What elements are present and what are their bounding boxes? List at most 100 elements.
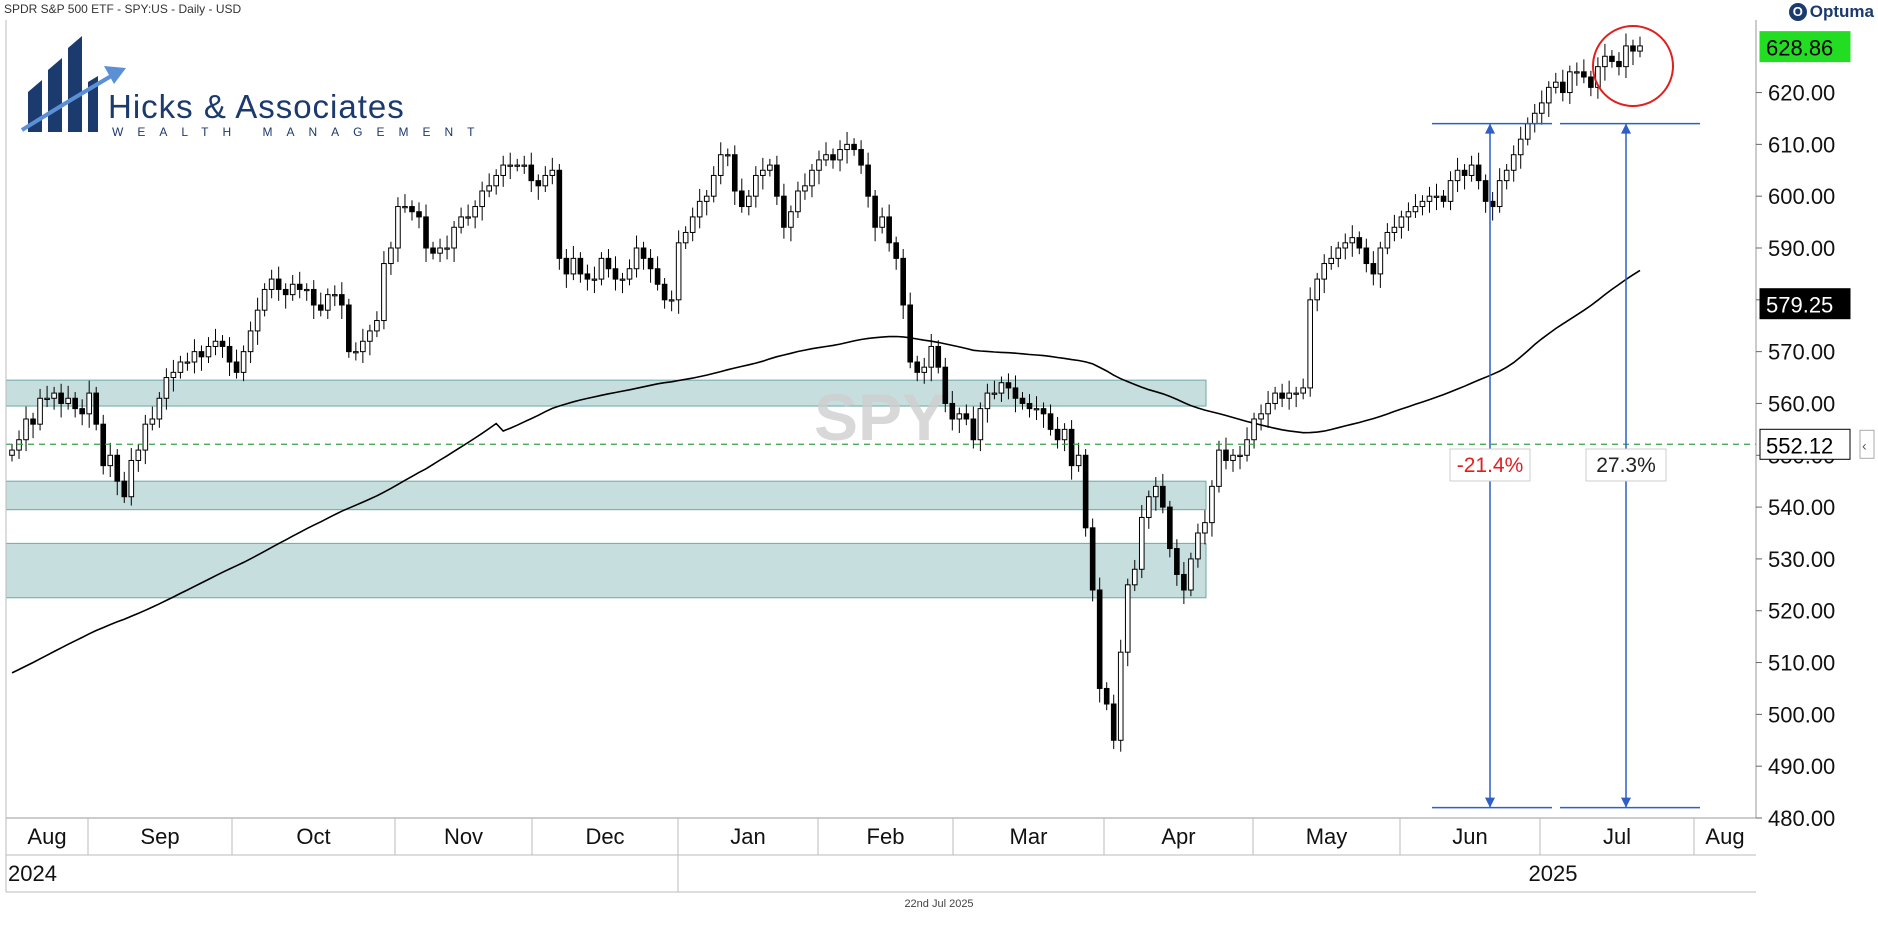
candle-144 bbox=[1019, 392, 1026, 410]
candle-135 bbox=[956, 407, 963, 433]
candle-155 bbox=[1096, 577, 1103, 703]
candle-142 bbox=[1005, 373, 1012, 400]
candle-body-65 bbox=[465, 216, 471, 219]
x-month-label-12: Aug bbox=[1705, 824, 1744, 849]
candle-body-28 bbox=[205, 345, 212, 358]
candle-124 bbox=[879, 207, 885, 234]
candle-232 bbox=[1637, 36, 1643, 58]
candle-226 bbox=[1595, 57, 1601, 99]
candle-body-127 bbox=[900, 257, 906, 306]
price-label-last-text: 628.86 bbox=[1766, 36, 1833, 61]
candle-body-135 bbox=[956, 413, 963, 420]
watermark-group: SPY bbox=[814, 380, 946, 454]
moving-average bbox=[11, 269, 1641, 674]
candle-176 bbox=[1244, 427, 1250, 462]
candle-59 bbox=[423, 204, 429, 262]
candle-84 bbox=[598, 252, 605, 286]
candle-150 bbox=[1061, 423, 1068, 452]
candle-body-155 bbox=[1096, 589, 1103, 689]
candle-body-227 bbox=[1602, 55, 1608, 68]
candle-96 bbox=[682, 226, 689, 250]
candle-45 bbox=[324, 288, 331, 319]
candle-55 bbox=[395, 197, 401, 262]
candle-body-191 bbox=[1349, 237, 1356, 244]
candle-125 bbox=[886, 204, 892, 252]
candle-body-64 bbox=[458, 216, 464, 228]
candle-body-75 bbox=[535, 180, 542, 187]
candle-102 bbox=[724, 148, 731, 167]
candle-body-113 bbox=[802, 185, 808, 192]
price-label-support-text: 552.12 bbox=[1766, 433, 1833, 458]
candle-body-228 bbox=[1609, 55, 1615, 62]
rally-label-box bbox=[1585, 448, 1667, 482]
candle-body-14 bbox=[107, 454, 114, 467]
candle-body-145 bbox=[1026, 402, 1033, 410]
candle-170 bbox=[1202, 510, 1208, 545]
candle-body-32 bbox=[233, 361, 240, 373]
price-label-ma-box bbox=[1759, 288, 1851, 320]
candle-body-83 bbox=[591, 278, 598, 281]
x-month-label-2: Oct bbox=[296, 824, 330, 849]
candle-230 bbox=[1623, 33, 1629, 79]
candle-body-76 bbox=[542, 174, 549, 187]
candle-94 bbox=[668, 290, 675, 312]
candle-184 bbox=[1300, 378, 1306, 400]
candle-body-230 bbox=[1623, 45, 1629, 68]
candle-body-148 bbox=[1047, 413, 1054, 430]
candle-219 bbox=[1545, 81, 1552, 117]
candle-body-114 bbox=[809, 169, 815, 187]
candle-body-166 bbox=[1174, 548, 1180, 575]
candle-77 bbox=[549, 157, 556, 185]
candle-224 bbox=[1581, 59, 1587, 84]
candle-body-125 bbox=[886, 216, 892, 244]
candle-215 bbox=[1517, 126, 1524, 169]
candle-body-224 bbox=[1581, 71, 1587, 78]
candle-49 bbox=[353, 342, 359, 361]
x-month-label-9: May bbox=[1306, 824, 1348, 849]
candle-154 bbox=[1089, 518, 1096, 602]
candle-71 bbox=[507, 152, 514, 180]
candle-47 bbox=[339, 282, 345, 319]
candle-203 bbox=[1433, 183, 1440, 211]
optuma-logo-icon: O bbox=[1788, 3, 1807, 21]
candle-43 bbox=[310, 280, 317, 319]
candle-138 bbox=[977, 402, 984, 452]
candle-body-55 bbox=[395, 206, 401, 249]
candle-body-143 bbox=[1012, 387, 1019, 399]
candle-body-5 bbox=[44, 397, 50, 400]
candle-body-77 bbox=[549, 169, 556, 176]
candle-50 bbox=[360, 328, 366, 364]
candle-3 bbox=[30, 412, 36, 439]
candle-156 bbox=[1103, 682, 1110, 711]
candle-body-213 bbox=[1503, 169, 1510, 182]
candle-body-43 bbox=[310, 288, 317, 306]
candle-body-150 bbox=[1061, 428, 1068, 441]
candle-81 bbox=[577, 252, 584, 283]
candle-38 bbox=[275, 266, 282, 301]
candle-body-210 bbox=[1482, 180, 1489, 202]
candle-139 bbox=[984, 383, 991, 423]
candle-body-212 bbox=[1496, 180, 1503, 208]
candle-147 bbox=[1040, 402, 1047, 428]
highlight-circle-ring bbox=[1592, 25, 1674, 107]
rally-arrow-head-top bbox=[1621, 123, 1631, 134]
candle-body-7 bbox=[58, 392, 64, 404]
candle-68 bbox=[486, 173, 492, 198]
candle-148 bbox=[1047, 404, 1054, 436]
candle-88 bbox=[626, 259, 633, 286]
candle-213 bbox=[1503, 164, 1510, 190]
candle-body-13 bbox=[100, 423, 107, 467]
candle-163 bbox=[1153, 477, 1159, 511]
candle-body-221 bbox=[1560, 81, 1566, 94]
candle-15 bbox=[114, 449, 121, 496]
candle-body-218 bbox=[1538, 102, 1545, 114]
candle-body-18 bbox=[135, 449, 142, 461]
candle-body-223 bbox=[1574, 71, 1580, 74]
candle-body-187 bbox=[1321, 263, 1328, 280]
candle-body-188 bbox=[1328, 257, 1335, 265]
candle-body-93 bbox=[661, 283, 668, 301]
company-logo: Hicks & Associates WEALTH MANAGEMENT bbox=[20, 36, 474, 139]
candle-body-94 bbox=[668, 299, 675, 302]
candle-90 bbox=[640, 241, 647, 270]
candle-body-80 bbox=[570, 257, 577, 275]
